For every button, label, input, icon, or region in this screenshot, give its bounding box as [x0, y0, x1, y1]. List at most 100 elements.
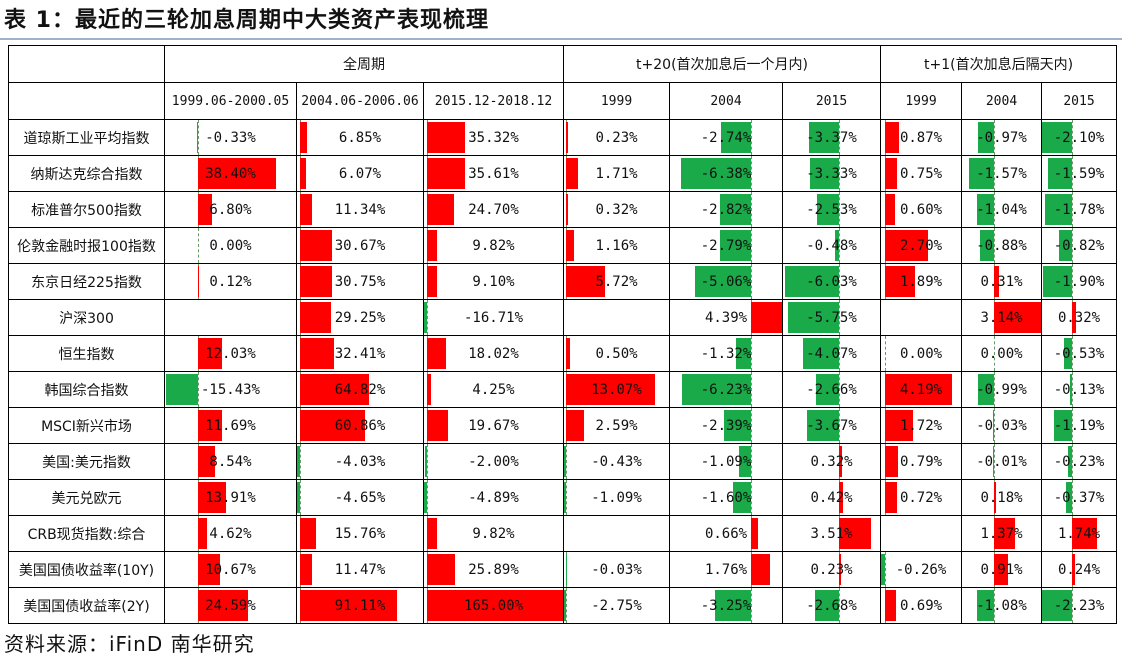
- positive-data-bar: [1071, 554, 1076, 585]
- cell-value: 11.47%: [334, 561, 386, 578]
- cell-value: 0.75%: [899, 165, 943, 182]
- cell-value: -5.75%: [806, 309, 857, 326]
- value-cell: -1.59%: [1041, 155, 1118, 192]
- cell-value: 0.12%: [209, 273, 252, 290]
- positive-data-bar: [885, 194, 895, 225]
- table-row: 美国:美元指数 8.54% -4.03% -2.00% -0.43% -1.09% 0.32…: [8, 443, 1118, 480]
- cell-value: 91.11%: [334, 597, 386, 614]
- positive-data-bar: [566, 194, 569, 225]
- value-cell: 5.72%: [563, 263, 671, 300]
- cell-value: 4.62%: [209, 525, 252, 542]
- value-cell: -2.79%: [669, 227, 784, 264]
- positive-data-bar: [197, 410, 222, 441]
- cell-value: 38.40%: [205, 165, 256, 182]
- bar-axis: [885, 552, 887, 587]
- value-cell: -0.03%: [961, 407, 1043, 444]
- cell-value: 165.00%: [464, 597, 524, 614]
- value-cell: 0.69%: [880, 587, 963, 624]
- value-cell: 11.69%: [164, 407, 297, 444]
- bar-axis: [1071, 588, 1073, 623]
- negative-data-bar: [806, 410, 840, 441]
- value-cell: 60.86%: [296, 407, 424, 444]
- negative-data-bar: [720, 230, 751, 261]
- bar-axis: [839, 120, 841, 155]
- cell-value: 32.41%: [334, 345, 386, 362]
- bar-axis: [839, 192, 841, 227]
- positive-data-bar: [299, 122, 307, 153]
- positive-data-bar: [885, 266, 916, 297]
- negative-data-bar: [979, 230, 994, 261]
- negative-data-bar: [1063, 338, 1072, 369]
- cell-value: -0.26%: [895, 561, 947, 578]
- table-row: 道琼斯工业平均指数 -0.33% 6.85% 35.32% 0.23% -2.74% -3.…: [8, 119, 1118, 156]
- positive-data-bar: [885, 446, 898, 477]
- value-cell: -2.53%: [782, 191, 882, 228]
- value-cell: [563, 515, 671, 552]
- value-cell: -2.82%: [669, 191, 784, 228]
- positive-data-bar: [299, 590, 398, 621]
- positive-data-bar: [426, 158, 466, 189]
- bar-axis: [1071, 228, 1073, 263]
- value-cell: -5.75%: [782, 299, 882, 336]
- negative-data-bar: [297, 482, 300, 513]
- cell-value: 6.80%: [209, 201, 252, 218]
- cell-value: 64.82%: [334, 381, 386, 398]
- corner-cell: [8, 82, 165, 120]
- bar-axis: [839, 300, 841, 335]
- value-cell: 2.59%: [563, 407, 671, 444]
- positive-data-bar: [426, 122, 466, 153]
- positive-data-bar: [426, 266, 437, 297]
- cell-value: -2.75%: [591, 597, 642, 614]
- cell-value: 1.76%: [704, 561, 748, 578]
- cell-value: -5.06%: [700, 273, 752, 290]
- cell-value: 0.23%: [595, 129, 638, 146]
- value-cell: -0.97%: [961, 119, 1043, 156]
- cell-value: -2.23%: [1053, 597, 1105, 614]
- positive-data-bar: [885, 230, 929, 261]
- bar-axis: [1071, 372, 1073, 407]
- value-cell: 0.72%: [880, 479, 963, 516]
- value-cell: -6.38%: [669, 155, 784, 192]
- value-cell: -6.03%: [782, 263, 882, 300]
- value-cell: -0.01%: [961, 443, 1043, 480]
- cell-value: 13.91%: [205, 489, 256, 506]
- positive-data-bar: [426, 554, 455, 585]
- negative-data-bar: [809, 158, 840, 189]
- cell-value: 0.87%: [899, 129, 943, 146]
- negative-data-bar: [736, 338, 751, 369]
- bar-axis: [993, 372, 995, 407]
- cell-value: -1.90%: [1053, 273, 1105, 290]
- value-cell: -2.23%: [1041, 587, 1118, 624]
- value-cell: 3.51%: [782, 515, 882, 552]
- value-cell: 0.23%: [782, 551, 882, 588]
- column-header: 1999: [880, 82, 963, 120]
- value-cell: -16.71%: [422, 299, 565, 336]
- cell-value: -2.66%: [806, 381, 857, 398]
- value-cell: [563, 299, 671, 336]
- cell-value: 1.37%: [980, 525, 1023, 542]
- positive-data-bar: [566, 122, 568, 153]
- cell-value: 60.86%: [334, 417, 386, 434]
- bar-axis: [839, 588, 841, 623]
- cell-value: -0.33%: [205, 129, 256, 146]
- value-cell: -2.39%: [669, 407, 784, 444]
- value-cell: 0.12%: [164, 263, 297, 300]
- bar-axis: [750, 228, 752, 263]
- negative-data-bar: [565, 554, 567, 585]
- cell-value: -3.37%: [806, 129, 857, 146]
- bar-axis: [750, 372, 752, 407]
- positive-data-bar: [426, 338, 447, 369]
- bar-axis: [1071, 444, 1073, 479]
- positive-data-bar: [197, 554, 220, 585]
- value-cell: -1.60%: [669, 479, 784, 516]
- cell-value: -6.38%: [700, 165, 752, 182]
- row-label: 纳斯达克综合指数: [8, 155, 165, 192]
- bar-axis: [993, 192, 995, 227]
- cell-value: -16.71%: [464, 309, 524, 326]
- negative-data-bar: [993, 446, 995, 477]
- positive-data-bar: [750, 302, 782, 333]
- positive-data-bar: [993, 266, 999, 297]
- column-header: 2015: [1041, 82, 1118, 120]
- row-label: 韩国综合指数: [8, 371, 165, 408]
- cell-value: [166, 301, 296, 335]
